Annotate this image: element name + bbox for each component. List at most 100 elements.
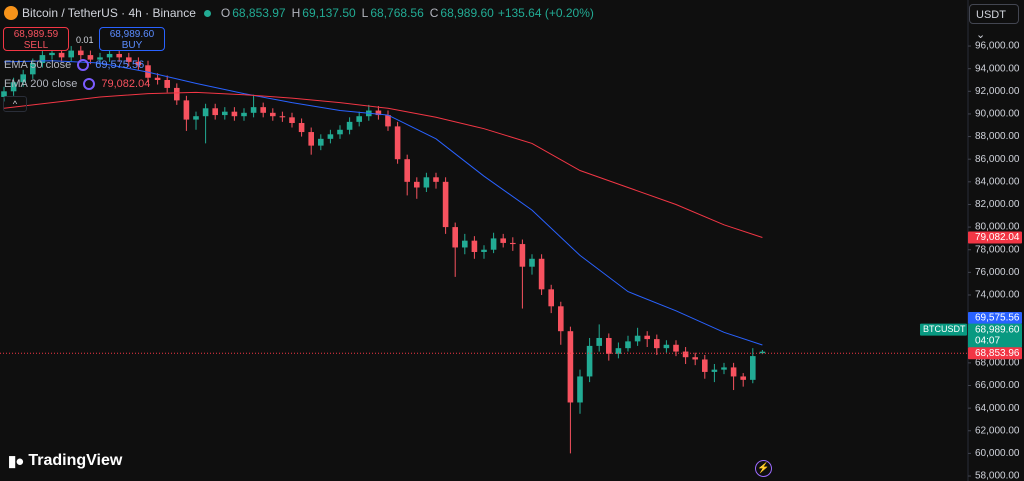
candle-body	[298, 122, 305, 133]
candle-body	[58, 52, 65, 58]
candle-body	[529, 258, 535, 267]
y-tick-label: 74,000.00	[975, 290, 1020, 301]
ema-line	[3, 60, 763, 346]
buy-price: 68,989.60	[109, 29, 155, 40]
candle-body	[260, 107, 266, 113]
candle-body	[279, 116, 286, 118]
legend-value: 79,082.04	[101, 78, 151, 90]
price-label: 79,082.04	[975, 232, 1020, 243]
change: +135.64 (+0.20%)	[497, 6, 594, 20]
candle-body	[250, 107, 257, 113]
y-tick-label: 80,000.00	[975, 222, 1020, 233]
candle-body	[164, 79, 170, 88]
field-value: 68,768.56	[370, 6, 424, 20]
price-countdown: 04:07	[975, 335, 1000, 346]
candle-body	[548, 289, 554, 307]
sell-button[interactable]: 68,989.59 SELL	[3, 27, 69, 51]
price-label-box	[968, 312, 1022, 325]
candle-body	[116, 53, 122, 58]
candle-body	[471, 240, 478, 252]
symbol-tag-box	[920, 323, 967, 336]
candle-body	[241, 112, 247, 117]
y-tick-label: 76,000.00	[975, 267, 1020, 278]
candle-body	[558, 306, 564, 332]
candle-body	[433, 177, 439, 182]
legend-name: EMA 200 close	[4, 78, 78, 90]
candle-body	[30, 63, 36, 75]
currency-button[interactable]: USDT ⌄	[969, 4, 1019, 41]
y-tick-label: 78,000.00	[975, 244, 1020, 255]
ohlc-fields: O 68,853.97 H 69,137.50 L 68,768.56 C 68,989.60	[217, 6, 494, 20]
candle-body	[346, 121, 353, 130]
symbol-title: Bitcoin / TetherUS · 4h · Binance	[22, 6, 196, 20]
y-tick-label: 92,000.00	[975, 86, 1020, 97]
candle-body	[327, 134, 334, 139]
candle-body	[308, 132, 314, 146]
ema-line	[3, 91, 763, 238]
bolt-button[interactable]: ⚡	[755, 460, 772, 477]
candle-body	[270, 112, 276, 117]
y-tick-label: 86,000.00	[975, 154, 1020, 165]
y-tick-label: 88,000.00	[975, 131, 1020, 142]
candle-body	[97, 57, 103, 60]
candle-body	[49, 52, 55, 56]
candle-body	[68, 50, 74, 58]
candle-body	[414, 181, 420, 188]
candle-body	[154, 77, 161, 80]
candle-body	[500, 238, 506, 243]
candle-body	[606, 337, 612, 354]
field-value: 68,853.97	[232, 6, 286, 20]
candle-body	[135, 61, 142, 66]
y-tick-label: 94,000.00	[975, 63, 1020, 74]
candle-body	[183, 100, 190, 120]
status-dot	[203, 9, 211, 17]
field-key: O	[220, 6, 231, 20]
legend-name: EMA 50 close	[4, 59, 72, 71]
price-label-box	[968, 323, 1022, 348]
price-label: 68,853.96	[975, 348, 1020, 359]
candle-body	[673, 344, 679, 352]
y-tick-label: 90,000.00	[975, 109, 1020, 120]
candle-body	[654, 339, 660, 349]
candle-body	[193, 116, 199, 120]
y-tick-label: 66,000.00	[975, 380, 1020, 391]
order-qty[interactable]: 0.01	[76, 35, 94, 45]
candle-body	[289, 117, 295, 123]
candle-body	[39, 55, 46, 64]
candle-body	[356, 116, 362, 122]
candle-body	[730, 367, 737, 377]
field-value: 68,989.60	[440, 6, 494, 20]
candle-body	[721, 367, 727, 370]
y-tick-label: 64,000.00	[975, 403, 1020, 414]
candle-body	[462, 240, 468, 248]
price-label: 69,575.56	[975, 313, 1020, 324]
candle-body	[231, 111, 238, 117]
field-value: 69,137.50	[302, 6, 356, 20]
collapse-button[interactable]: ^	[3, 96, 27, 112]
price-label: 68,989.60	[975, 324, 1020, 335]
coin-icon	[4, 6, 18, 20]
y-tick-label: 84,000.00	[975, 176, 1020, 187]
ema50-legend[interactable]: EMA 50 close 69,575.56	[4, 59, 144, 71]
buy-button[interactable]: 68,989.60 BUY	[99, 27, 165, 51]
candle-body	[615, 348, 622, 354]
sell-price: 68,989.59	[13, 29, 59, 40]
candle-body	[577, 376, 583, 403]
price-label-box	[968, 231, 1022, 244]
candle-body	[20, 74, 26, 83]
candle-body	[692, 357, 698, 360]
candle-body	[337, 129, 343, 135]
y-tick-label: 60,000.00	[975, 448, 1020, 459]
candle-body	[740, 376, 746, 380]
brand-logo: ▮●	[8, 453, 24, 470]
y-tick-label: 68,000.00	[975, 358, 1020, 369]
field-key: H	[291, 6, 301, 20]
price-label-box	[968, 347, 1022, 360]
candle-body	[567, 331, 574, 403]
symbol-header: Bitcoin / TetherUS · 4h · Binance O 68,85…	[4, 6, 594, 20]
candle-body	[394, 126, 401, 160]
candle-body	[375, 110, 382, 116]
ema200-legend[interactable]: EMA 200 close 79,082.04	[4, 78, 150, 90]
candle-body	[212, 108, 218, 116]
